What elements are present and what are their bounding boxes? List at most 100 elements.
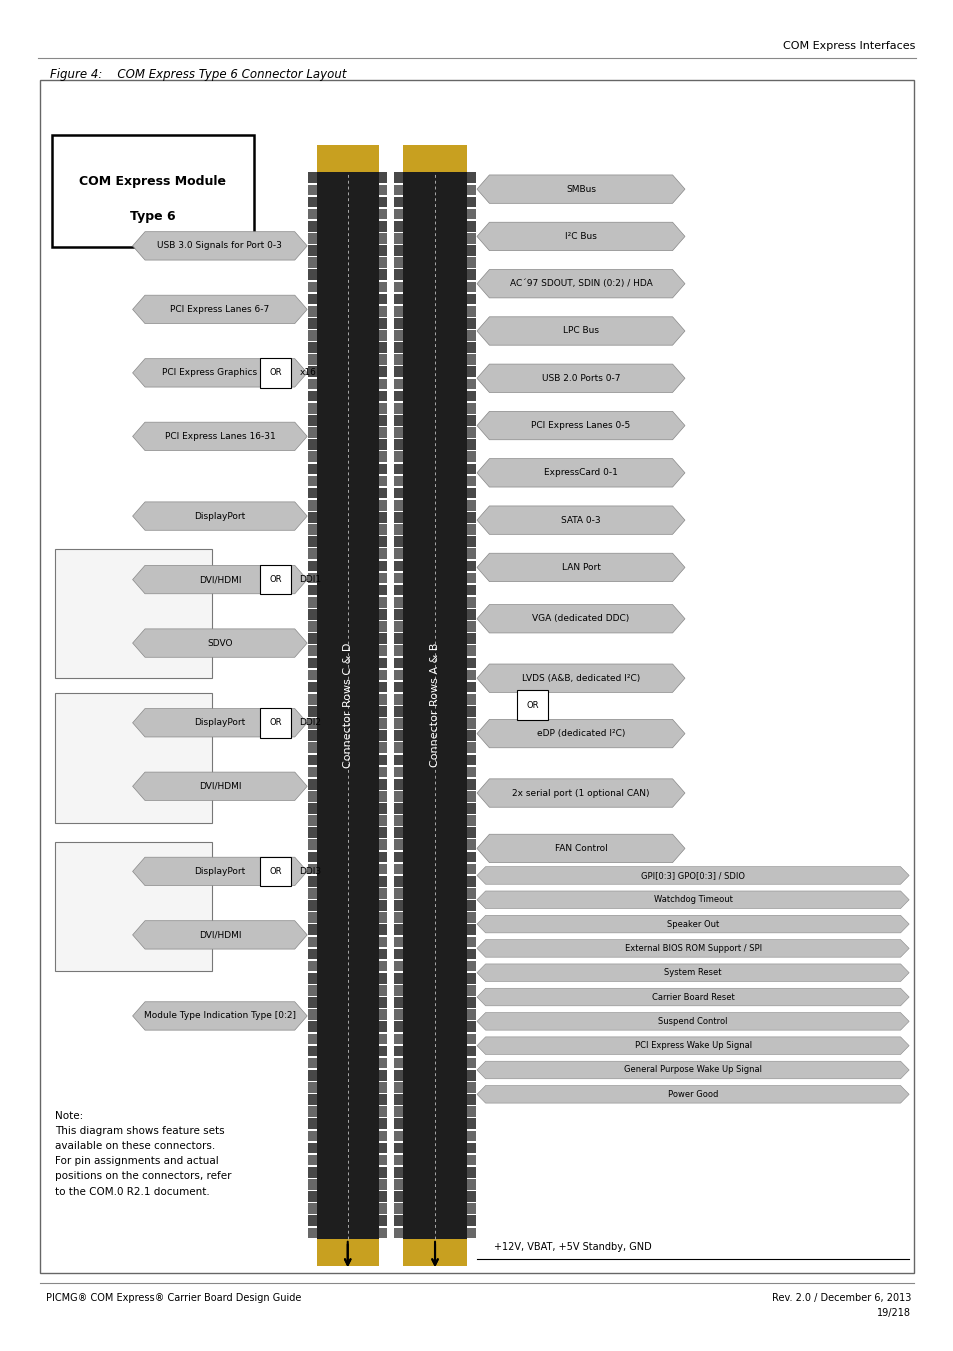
FancyBboxPatch shape (467, 185, 476, 196)
FancyBboxPatch shape (394, 1216, 402, 1227)
Polygon shape (476, 916, 908, 932)
FancyBboxPatch shape (308, 985, 316, 996)
Text: PCI Express Graphics x16: PCI Express Graphics x16 (162, 369, 277, 377)
FancyBboxPatch shape (316, 145, 378, 172)
FancyBboxPatch shape (394, 767, 402, 777)
FancyBboxPatch shape (394, 269, 402, 280)
FancyBboxPatch shape (378, 985, 387, 996)
FancyBboxPatch shape (308, 185, 316, 196)
FancyBboxPatch shape (467, 802, 476, 813)
FancyBboxPatch shape (308, 839, 316, 850)
FancyBboxPatch shape (394, 173, 402, 184)
FancyBboxPatch shape (378, 900, 387, 911)
FancyBboxPatch shape (467, 512, 476, 523)
FancyBboxPatch shape (378, 536, 387, 547)
FancyBboxPatch shape (308, 900, 316, 911)
FancyBboxPatch shape (467, 500, 476, 511)
Text: Carrier Board Reset: Carrier Board Reset (651, 993, 734, 1001)
FancyBboxPatch shape (394, 1058, 402, 1069)
FancyBboxPatch shape (308, 924, 316, 935)
FancyBboxPatch shape (55, 693, 212, 823)
FancyBboxPatch shape (378, 245, 387, 255)
FancyBboxPatch shape (394, 330, 402, 340)
FancyBboxPatch shape (467, 778, 476, 789)
Text: DVI/HDMI: DVI/HDMI (198, 782, 241, 790)
FancyBboxPatch shape (378, 524, 387, 535)
FancyBboxPatch shape (378, 222, 387, 231)
Polygon shape (476, 223, 684, 251)
FancyBboxPatch shape (378, 743, 387, 753)
FancyBboxPatch shape (308, 1179, 316, 1190)
Text: AC´97 SDOUT, SDIN (0:2) / HDA: AC´97 SDOUT, SDIN (0:2) / HDA (509, 280, 652, 288)
FancyBboxPatch shape (517, 690, 547, 720)
FancyBboxPatch shape (308, 257, 316, 267)
FancyBboxPatch shape (394, 390, 402, 401)
Text: PCI Express Lanes 6-7: PCI Express Lanes 6-7 (170, 305, 270, 313)
FancyBboxPatch shape (308, 973, 316, 984)
FancyBboxPatch shape (467, 488, 476, 499)
FancyBboxPatch shape (378, 1131, 387, 1142)
Polygon shape (476, 317, 684, 345)
Text: DDI3: DDI3 (299, 867, 321, 875)
FancyBboxPatch shape (394, 293, 402, 304)
FancyBboxPatch shape (308, 778, 316, 789)
FancyBboxPatch shape (394, 573, 402, 584)
FancyBboxPatch shape (55, 842, 212, 971)
FancyBboxPatch shape (467, 1155, 476, 1166)
FancyBboxPatch shape (467, 924, 476, 935)
FancyBboxPatch shape (394, 281, 402, 292)
Text: GPI[0:3] GPO[0:3] / SDIO: GPI[0:3] GPO[0:3] / SDIO (640, 871, 744, 880)
Text: PCI Express Lanes 0-5: PCI Express Lanes 0-5 (531, 422, 630, 430)
Text: COM Express Module: COM Express Module (79, 174, 226, 188)
FancyBboxPatch shape (308, 597, 316, 608)
FancyBboxPatch shape (467, 451, 476, 462)
FancyBboxPatch shape (467, 961, 476, 971)
FancyBboxPatch shape (394, 317, 402, 328)
FancyBboxPatch shape (467, 743, 476, 753)
FancyBboxPatch shape (308, 463, 316, 474)
FancyBboxPatch shape (308, 500, 316, 511)
Polygon shape (476, 605, 684, 632)
Polygon shape (132, 921, 307, 950)
FancyBboxPatch shape (308, 524, 316, 535)
Text: Suspend Control: Suspend Control (658, 1017, 727, 1025)
FancyBboxPatch shape (467, 209, 476, 219)
FancyBboxPatch shape (308, 488, 316, 499)
FancyBboxPatch shape (394, 1094, 402, 1105)
FancyBboxPatch shape (394, 694, 402, 705)
FancyBboxPatch shape (394, 851, 402, 862)
Polygon shape (476, 554, 684, 581)
FancyBboxPatch shape (378, 305, 387, 316)
Text: COM Express Interfaces: COM Express Interfaces (782, 41, 915, 51)
FancyBboxPatch shape (378, 1082, 387, 1093)
FancyBboxPatch shape (308, 646, 316, 657)
Polygon shape (476, 176, 684, 203)
FancyBboxPatch shape (394, 536, 402, 547)
Polygon shape (132, 232, 307, 261)
FancyBboxPatch shape (394, 827, 402, 838)
FancyBboxPatch shape (394, 234, 402, 243)
FancyBboxPatch shape (378, 1034, 387, 1044)
FancyBboxPatch shape (308, 1046, 316, 1056)
FancyBboxPatch shape (308, 1143, 316, 1154)
FancyBboxPatch shape (402, 145, 467, 172)
FancyBboxPatch shape (467, 415, 476, 426)
FancyBboxPatch shape (308, 912, 316, 923)
FancyBboxPatch shape (467, 1070, 476, 1081)
Polygon shape (132, 630, 307, 658)
FancyBboxPatch shape (394, 1167, 402, 1178)
FancyBboxPatch shape (394, 875, 402, 886)
FancyBboxPatch shape (467, 670, 476, 681)
Polygon shape (132, 359, 307, 388)
FancyBboxPatch shape (394, 985, 402, 996)
FancyBboxPatch shape (308, 512, 316, 523)
FancyBboxPatch shape (308, 719, 316, 730)
FancyBboxPatch shape (467, 427, 476, 438)
FancyBboxPatch shape (394, 682, 402, 693)
FancyBboxPatch shape (394, 790, 402, 801)
FancyBboxPatch shape (378, 621, 387, 632)
FancyBboxPatch shape (308, 755, 316, 765)
FancyBboxPatch shape (308, 451, 316, 462)
FancyBboxPatch shape (394, 936, 402, 947)
FancyBboxPatch shape (308, 888, 316, 898)
